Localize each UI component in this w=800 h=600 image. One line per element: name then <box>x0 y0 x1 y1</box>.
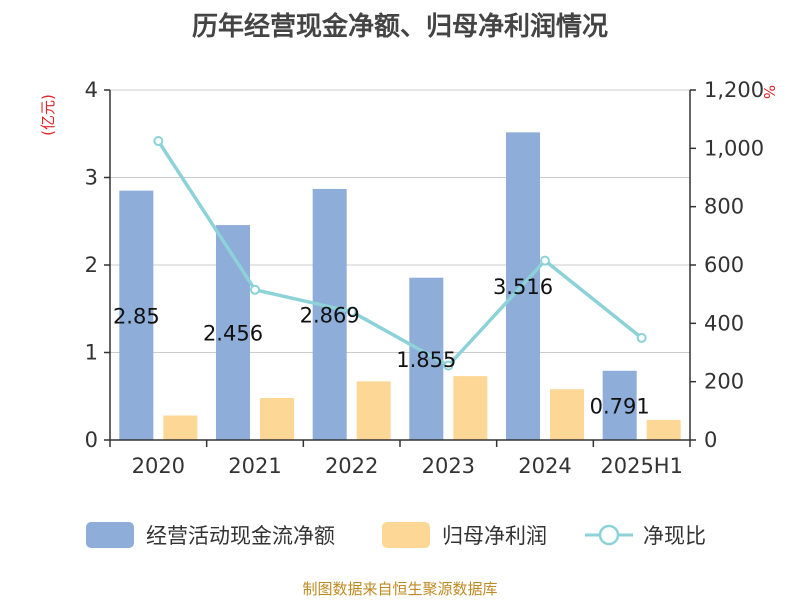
y-right-tick-label: 800 <box>704 195 744 219</box>
legend-item-归母净利润[interactable]: 归母净利润 <box>382 522 547 548</box>
bar-归母净利润-2025H1[interactable] <box>646 419 681 440</box>
chart-title: 历年经营现金净额、归母净利润情况 <box>191 12 608 42</box>
gridlines <box>110 89 690 353</box>
legend-label: 经营活动现金流净额 <box>146 524 335 548</box>
data-label-cashflow: 3.516 <box>493 275 553 299</box>
point-净现比-2023[interactable] <box>443 360 454 371</box>
y-right-tick-label: 1,000 <box>704 136 764 160</box>
x-tick-label: 2021 <box>228 454 281 478</box>
point-净现比-2021[interactable] <box>250 284 260 295</box>
line-净现比 <box>156 140 643 368</box>
source-footnote: 制图数据来自恒生聚源数据库 <box>302 580 498 598</box>
legend-label: 净现比 <box>643 524 706 548</box>
bar-归母净利润-2024[interactable] <box>550 389 584 440</box>
legend-label: 归母净利润 <box>442 524 547 548</box>
bar-归母净利润-2023[interactable] <box>453 376 488 440</box>
y-left-tick-label: 4 <box>85 78 98 102</box>
data-label-cashflow: 2.869 <box>300 303 360 327</box>
y-right-tick-label: 0 <box>704 428 717 452</box>
bar-归母净利润-2021[interactable] <box>260 398 294 440</box>
bar-归母净利润-2020[interactable] <box>163 415 198 441</box>
y-left-tick-label: 2 <box>85 253 98 277</box>
y-right-unit: % <box>760 85 778 99</box>
bar-经营活动现金流净额-2020[interactable] <box>119 190 154 440</box>
bar-经营活动现金流净额-2025H1[interactable] <box>602 370 637 440</box>
data-label-cashflow: 2.456 <box>203 322 263 346</box>
legend[interactable]: 经营活动现金流净额 归母净利润 净现比 <box>86 522 706 548</box>
point-净现比-2022[interactable] <box>346 306 357 317</box>
point-净现比-2020[interactable] <box>153 136 164 147</box>
y-right-tick-label: 400 <box>704 311 744 335</box>
bar-经营活动现金流净额-2021[interactable] <box>216 225 250 440</box>
line-series <box>153 136 647 371</box>
data-label-cashflow: 1.855 <box>396 348 456 372</box>
y-right-tick-label: 600 <box>704 253 744 277</box>
legend-marker <box>598 524 620 546</box>
y-left-tick-label: 1 <box>85 341 98 365</box>
x-tick-label: 2024 <box>518 454 571 478</box>
x-tick-label: 2025H1 <box>600 454 683 478</box>
point-净现比-2024[interactable] <box>540 255 550 266</box>
y-left-tick-label: 0 <box>85 428 98 452</box>
data-label-cashflow: 2.85 <box>113 304 160 328</box>
legend-swatch <box>86 522 134 548</box>
x-tick-label: 2023 <box>422 454 475 478</box>
legend-swatch <box>382 522 430 548</box>
bar-series <box>119 132 681 441</box>
x-tick-label: 2020 <box>132 454 185 478</box>
y-right-tick-label: 1,200 <box>704 78 764 102</box>
data-labels: 2.85 2.456 2.869 1.855 3.516 0.791 <box>113 275 650 418</box>
legend-item-经营活动现金流净额[interactable]: 经营活动现金流净额 <box>86 522 335 548</box>
data-label-cashflow: 0.791 <box>590 394 650 418</box>
bar-经营活动现金流净额-2022[interactable] <box>312 188 347 440</box>
point-净现比-2025H1[interactable] <box>636 332 647 343</box>
bar-归母净利润-2022[interactable] <box>356 381 391 440</box>
y-left-unit: (亿元) <box>39 94 57 136</box>
x-tick-label: 2022 <box>325 454 378 478</box>
y-right-tick-label: 200 <box>704 370 744 394</box>
y-left-tick-label: 3 <box>85 166 98 190</box>
axes: 0 1 2 3 4 0 200 400 600 800 1,000 1,200 2020 2021 2022… <box>39 78 778 478</box>
legend-item-净现比[interactable]: 净现比 <box>585 524 706 548</box>
